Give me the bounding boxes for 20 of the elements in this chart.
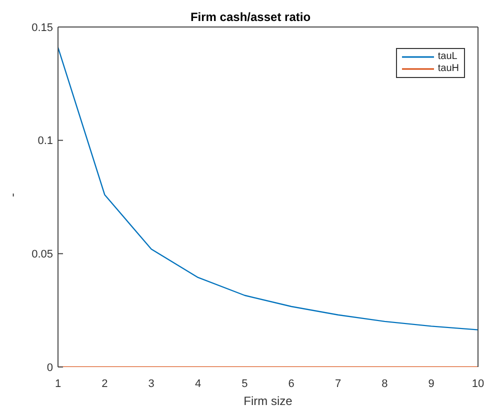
y-tick-label: 0.15 [32, 22, 53, 34]
y-tick-label: 0.05 [32, 248, 53, 261]
line-series [58, 46, 478, 330]
x-tick-label: 7 [334, 378, 342, 390]
y-tick-label: 0 [46, 362, 53, 374]
x-tick-label: 9 [428, 378, 434, 390]
x-tick-label: 10 [472, 378, 484, 390]
x-tick-label: 3 [148, 378, 154, 390]
x-tick-label: 1 [54, 378, 62, 390]
x-axis-title: Firm size [244, 394, 293, 408]
x-tick-label: 5 [242, 378, 248, 390]
legend-label: tauH [438, 63, 459, 75]
chart-title: Firm cash/asset ratio [190, 10, 311, 24]
y-tick-label: 0.1 [38, 135, 53, 148]
legend-label: tauL [438, 51, 458, 63]
y-axis-title: - [5, 193, 20, 197]
x-tick-label: 8 [382, 378, 388, 390]
x-tick-label: 2 [102, 378, 108, 390]
x-tick-label: 4 [194, 378, 202, 390]
x-tick-label: 6 [288, 378, 294, 390]
